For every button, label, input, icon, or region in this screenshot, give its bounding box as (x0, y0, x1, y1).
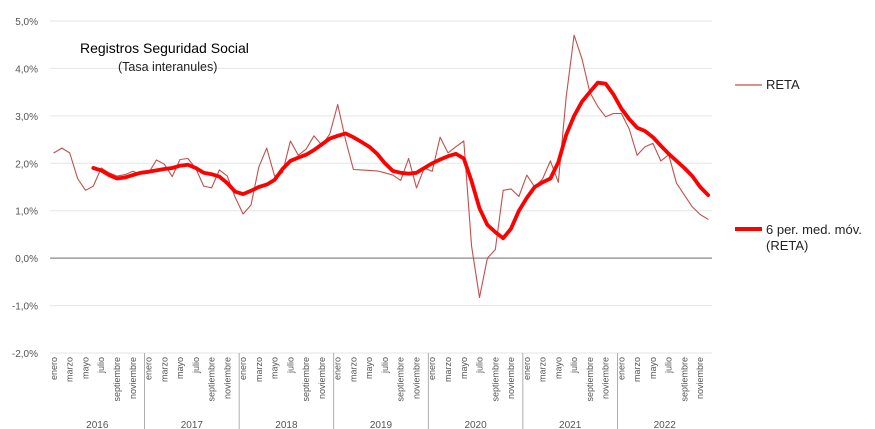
y-tick-label: 4,0% (15, 64, 38, 75)
x-tick-label: marzo (159, 357, 169, 382)
y-tick-label: -1,0% (12, 302, 38, 313)
x-tick-label: marzo (65, 357, 75, 382)
x-tick-label: enero (427, 357, 437, 380)
x-tick-label: julio (191, 357, 201, 374)
y-tick-label: 2,0% (15, 159, 38, 170)
x-tick-label: mayo (553, 357, 563, 379)
x-tick-label: julio (285, 357, 295, 374)
year-label: 2021 (559, 420, 582, 429)
x-axis: enero marzo mayo julio septiembre noviembre en… (49, 353, 705, 429)
year-label: 2018 (275, 420, 298, 429)
series-line-reta (53, 34, 709, 299)
chart-title: Registros Seguridad Social (80, 40, 249, 56)
x-tick-label: noviembre (222, 357, 232, 399)
x-tick-label: enero (144, 357, 154, 380)
x-tick-label: mayo (364, 357, 374, 379)
x-tick-label: noviembre (506, 357, 516, 399)
x-tick-label: enero (522, 357, 532, 380)
x-tick-label: septiembre (112, 357, 122, 402)
x-tick-label: julio (569, 357, 579, 374)
legend-entry-reta: RETA (766, 77, 800, 93)
legend-entry-moving-average: 6 per. med. móv. (RETA) (766, 222, 862, 254)
x-tick-label: marzo (632, 357, 642, 382)
x-tick-label: septiembre (396, 357, 406, 402)
y-tick-label: 1,0% (15, 207, 38, 218)
x-tick-label: noviembre (695, 357, 705, 399)
x-tick-label: noviembre (317, 357, 327, 399)
legend-label-moving-average-line2: (RETA) (766, 238, 809, 253)
x-tick-label: mayo (459, 357, 469, 379)
year-label: 2020 (464, 420, 487, 429)
x-tick-label: septiembre (301, 357, 311, 402)
x-tick-label: marzo (538, 357, 548, 382)
x-tick-label: noviembre (128, 357, 138, 399)
x-tick-label: septiembre (490, 357, 500, 402)
x-tick-label: julio (380, 357, 390, 374)
y-tick-labels: -2,0% -1,0% 0,0% 1,0% 2,0% 3,0% 4,0% 5,0% (12, 17, 38, 360)
series-lines (53, 34, 710, 299)
legend-label-moving-average-line1: 6 per. med. móv. (766, 222, 862, 237)
x-tick-label: enero (238, 357, 248, 380)
gridlines (50, 20, 712, 354)
chart-subtitle: (Tasa interanules) (118, 60, 218, 74)
x-tick-label: julio (475, 357, 485, 374)
y-tick-label: 5,0% (15, 17, 38, 28)
x-tick-label: enero (616, 357, 626, 380)
x-tick-label: noviembre (411, 357, 421, 399)
x-tick-label: marzo (348, 357, 358, 382)
year-label: 2016 (86, 420, 109, 429)
y-tick-label: 3,0% (15, 112, 38, 123)
legend-label-reta: RETA (766, 77, 800, 92)
series-line-moving-average (91, 80, 710, 241)
x-tick-label: enero (333, 357, 343, 380)
y-tick-label: 0,0% (15, 254, 38, 265)
x-tick-label: septiembre (207, 357, 217, 402)
year-label: 2022 (654, 420, 677, 429)
x-tick-label: marzo (254, 357, 264, 382)
x-tick-label: julio (96, 357, 106, 374)
x-tick-label: mayo (175, 357, 185, 379)
x-tick-label: noviembre (601, 357, 611, 399)
x-tick-label: julio (664, 357, 674, 374)
x-tick-label: septiembre (679, 357, 689, 402)
year-label: 2017 (181, 420, 204, 429)
x-tick-label: enero (49, 357, 59, 380)
x-tick-label: marzo (443, 357, 453, 382)
x-tick-label: mayo (648, 357, 658, 379)
x-tick-label: septiembre (585, 357, 595, 402)
y-tick-label: -2,0% (12, 349, 38, 360)
x-tick-label: mayo (270, 357, 280, 379)
x-tick-label: mayo (80, 357, 90, 379)
year-label: 2019 (370, 420, 393, 429)
